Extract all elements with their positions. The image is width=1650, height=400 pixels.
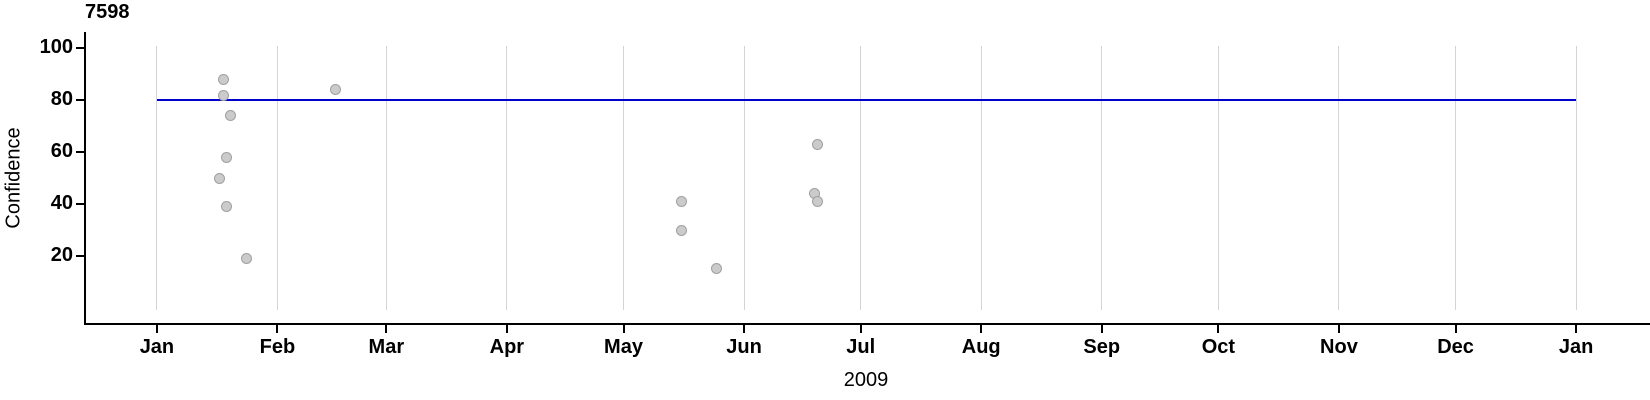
x-tick-label: Sep [1083,336,1121,358]
x-tick [1217,325,1220,333]
data-point [217,89,229,101]
x-tick [155,325,158,333]
data-point [676,224,688,236]
x-tick-label: Jan [139,336,175,358]
month-gridline [623,46,624,310]
month-gridline [506,46,508,310]
x-tick [980,325,983,333]
month-gridline [1217,46,1219,310]
x-tick-label: May [604,336,643,358]
x-tick [1454,325,1457,333]
data-point [213,172,225,184]
x-tick-label: Apr [489,336,525,358]
data-point [217,73,229,85]
x-tick [385,325,388,333]
data-point [221,151,233,163]
y-tick-label: 80 [50,88,73,111]
x-tick-label: Aug [961,336,1001,358]
y-tick-label: 40 [50,192,73,215]
data-point [330,84,342,96]
x-tick-label: Jun [726,336,762,358]
y-axis-line [84,32,86,324]
month-gridline [1455,46,1457,310]
x-tick-label: Feb [259,336,296,358]
y-tick-label: 100 [39,36,73,59]
x-tick-label: Jul [846,336,876,358]
month-gridline [980,46,982,310]
month-gridline [1338,46,1340,310]
data-point [221,201,233,213]
x-tick [505,325,508,333]
x-tick [1337,325,1340,333]
y-tick-label: 20 [50,243,73,266]
month-gridline [385,46,387,310]
month-gridline [860,46,862,310]
month-gridline [276,46,278,310]
x-tick-label: Dec [1437,336,1474,358]
month-gridline [1575,46,1577,310]
month-gridline [743,46,745,310]
chart-title: 7598 [85,1,130,23]
x-tick-label: Jan [1558,336,1594,358]
y-tick-label: 60 [50,140,73,163]
month-gridline [1101,46,1103,310]
x-axis-label: 2009 [843,369,889,391]
reference-line [156,99,1577,102]
y-tick [76,99,84,102]
data-point [240,253,252,265]
y-tick [76,254,84,257]
x-tick-label: Nov [1320,336,1358,358]
data-point [676,195,688,207]
y-tick [76,151,84,154]
x-tick-label: Mar [368,336,405,358]
y-tick [76,203,84,206]
x-tick [859,325,862,333]
x-tick-label: Oct [1201,336,1236,358]
y-tick [76,47,84,50]
x-tick [1575,325,1578,333]
data-point [812,138,824,150]
data-point [812,195,824,207]
month-gridline [156,46,158,310]
x-axis-line [84,323,1650,325]
x-tick [622,325,625,333]
x-tick [743,325,746,333]
x-tick [1100,325,1103,333]
data-point [225,110,237,122]
x-tick [276,325,279,333]
data-point [711,263,723,275]
